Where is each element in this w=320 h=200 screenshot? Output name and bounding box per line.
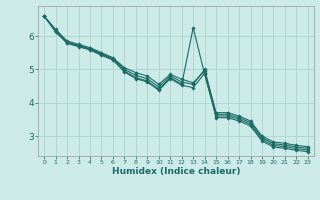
X-axis label: Humidex (Indice chaleur): Humidex (Indice chaleur): [112, 167, 240, 176]
